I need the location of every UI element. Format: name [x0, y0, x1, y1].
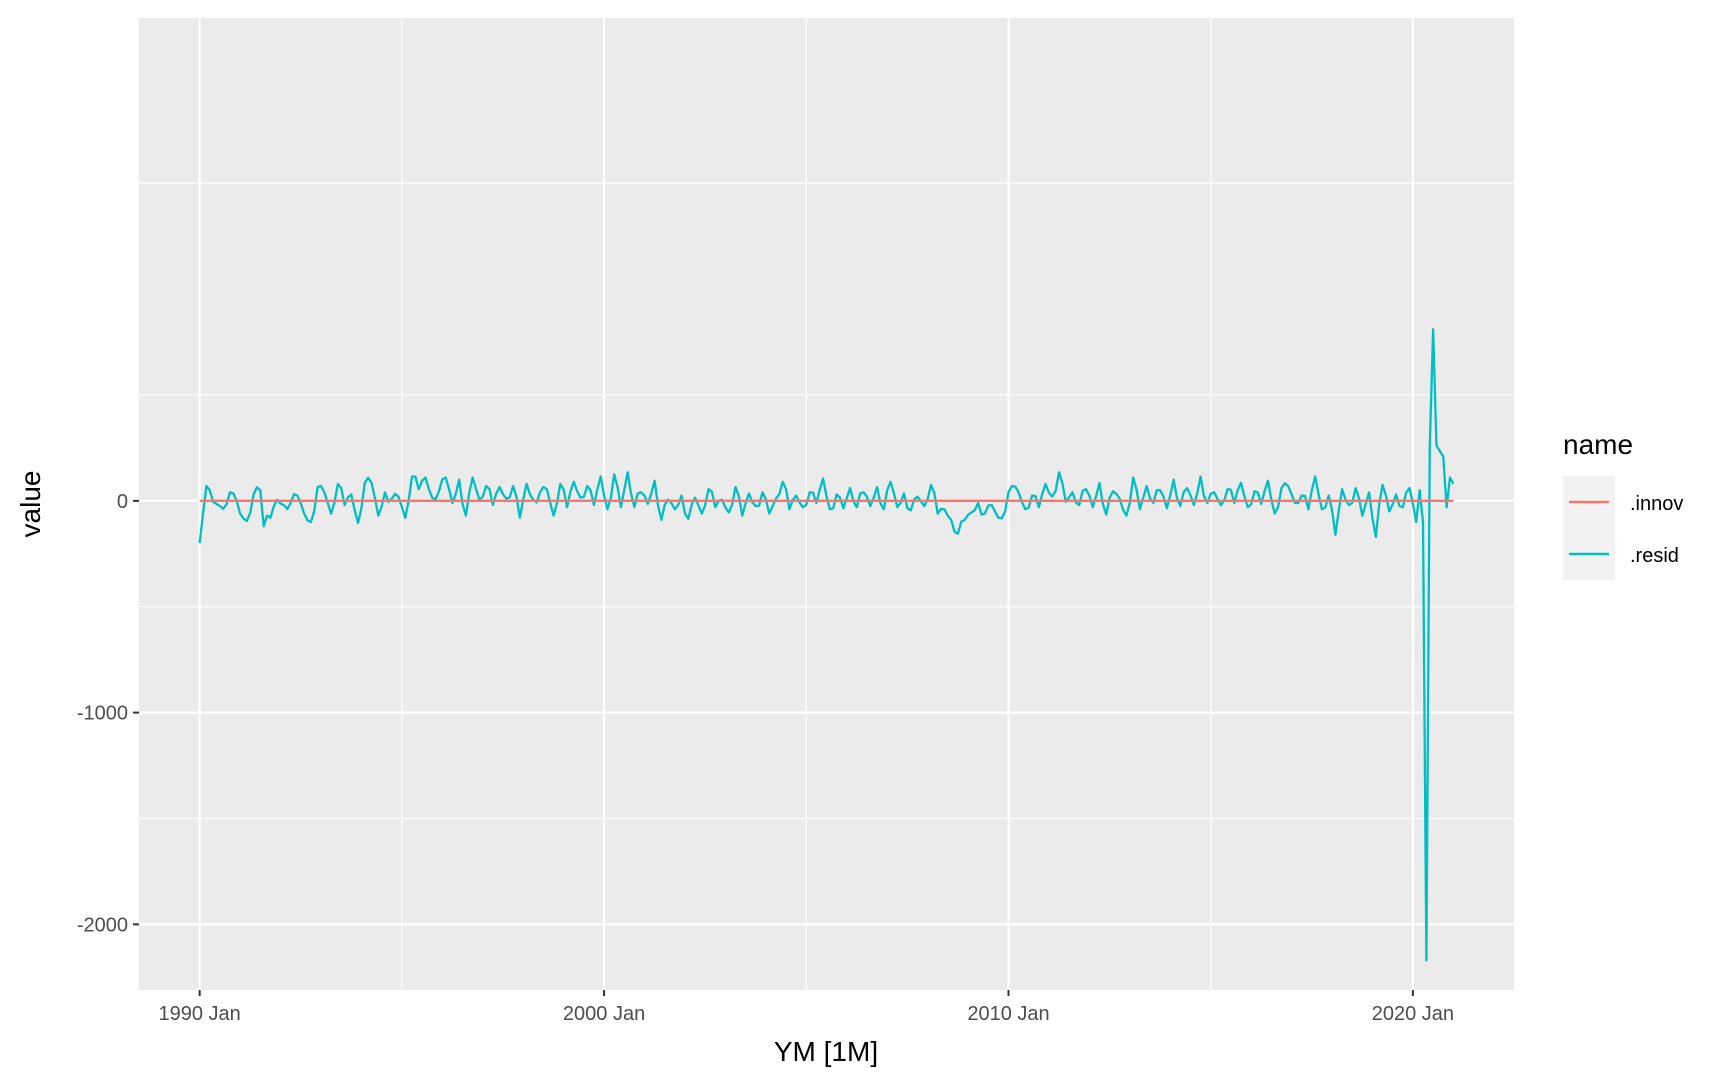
plot-panel	[139, 18, 1514, 990]
legend-label-innov: .innov	[1630, 493, 1683, 515]
x-tick-label: 2010 Jan	[967, 1003, 1049, 1025]
y-tick-label: -2000	[77, 914, 128, 936]
x-tick-label: 1990 Jan	[159, 1003, 241, 1025]
x-tick-label: 2020 Jan	[1372, 1003, 1454, 1025]
x-tick-label: 2000 Jan	[563, 1003, 645, 1025]
legend-label-resid: .resid	[1630, 545, 1679, 567]
legend: name .innov .resid	[1563, 429, 1683, 580]
x-axis-title: YM [1M]	[774, 1036, 878, 1067]
legend-keys-bg	[1563, 476, 1615, 580]
y-axis: -2000 -1000 0	[77, 491, 139, 936]
legend-title: name	[1563, 429, 1633, 460]
x-axis: 1990 Jan 2000 Jan 2010 Jan 2020 Jan	[159, 990, 1454, 1025]
y-tick-label: 0	[117, 491, 128, 513]
series-layer	[198, 328, 1455, 962]
y-tick-label: -1000	[77, 703, 128, 725]
y-axis-title: value	[15, 471, 46, 538]
